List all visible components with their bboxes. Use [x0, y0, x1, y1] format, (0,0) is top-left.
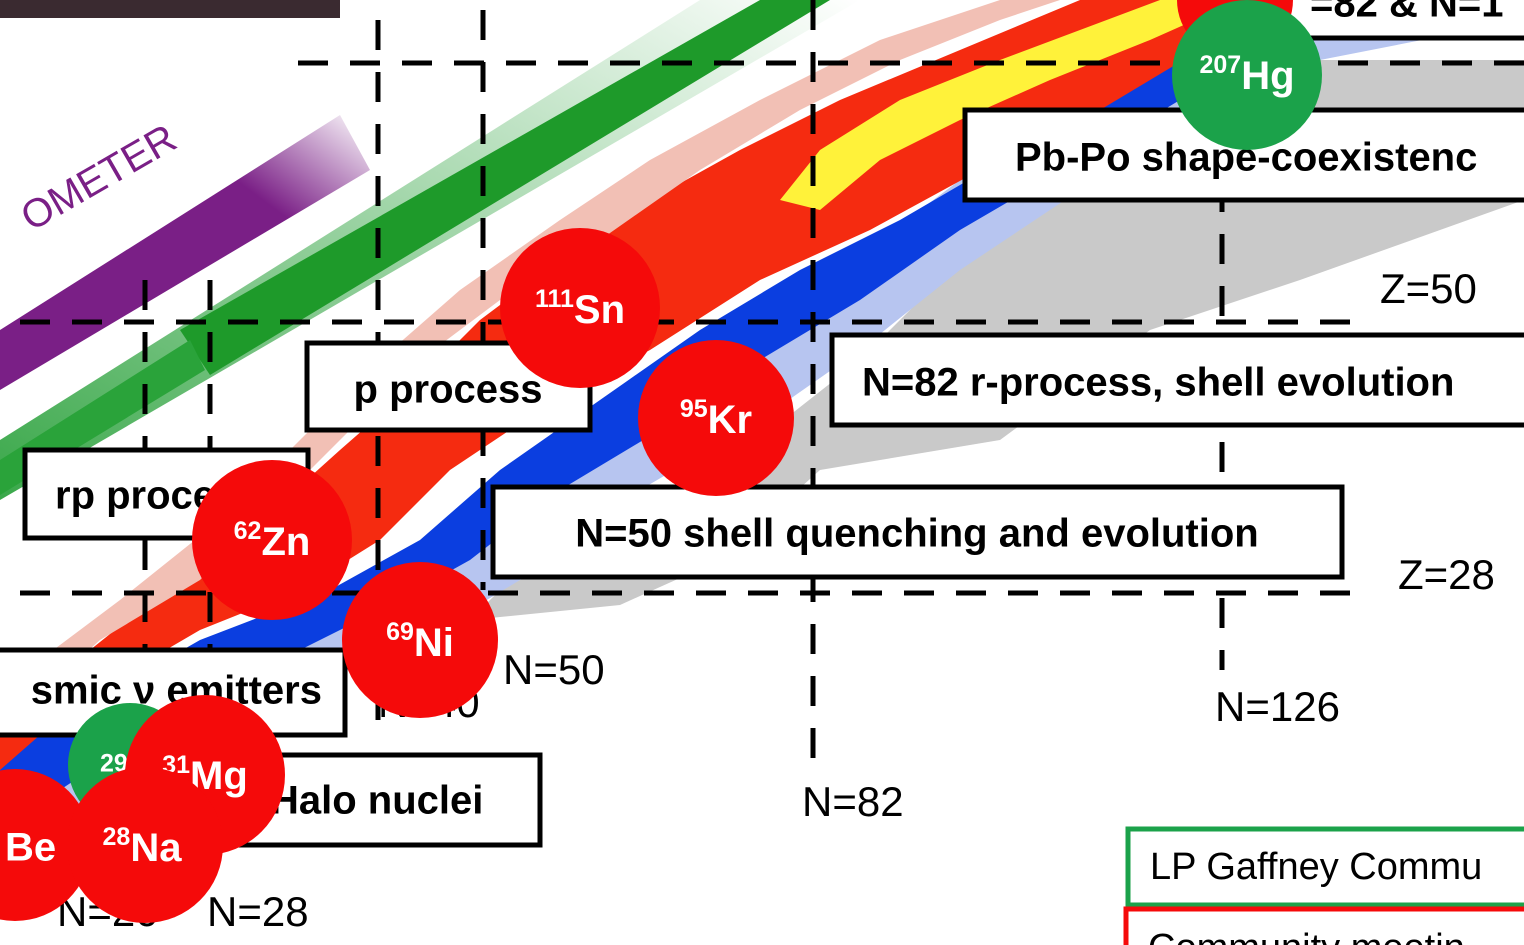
shell-label: N=82 [802, 778, 904, 825]
nuclear-chart-diagram: OMETER Z=50 Z=28 N=50 N=40 N=82 N=126 N=… [0, 0, 1524, 945]
legend-text: Community meetin [1148, 927, 1465, 945]
shell-label: N=50 [503, 646, 605, 693]
shell-label: N=126 [1215, 683, 1340, 730]
legend-text: LP Gaffney Commu [1150, 846, 1482, 888]
topic-text: N=50 shell quenching and evolution [575, 512, 1258, 556]
shell-label: Z=28 [1398, 551, 1495, 598]
topic-text: =82 & N=1 [1310, 0, 1503, 26]
photo-strip [0, 0, 340, 18]
shell-label: Z=50 [1380, 265, 1477, 312]
topic-text: p process [354, 368, 543, 412]
topic-text: N=82 r-process, shell evolution [862, 361, 1454, 405]
page: OMETER Z=50 Z=28 N=50 N=40 N=82 N=126 N=… [0, 0, 1524, 945]
nucleus-label: Be [5, 826, 56, 870]
banner-text: OMETER [14, 116, 184, 240]
topic-text: Halo nuclei [270, 779, 483, 823]
shell-label: N=28 [207, 888, 309, 935]
